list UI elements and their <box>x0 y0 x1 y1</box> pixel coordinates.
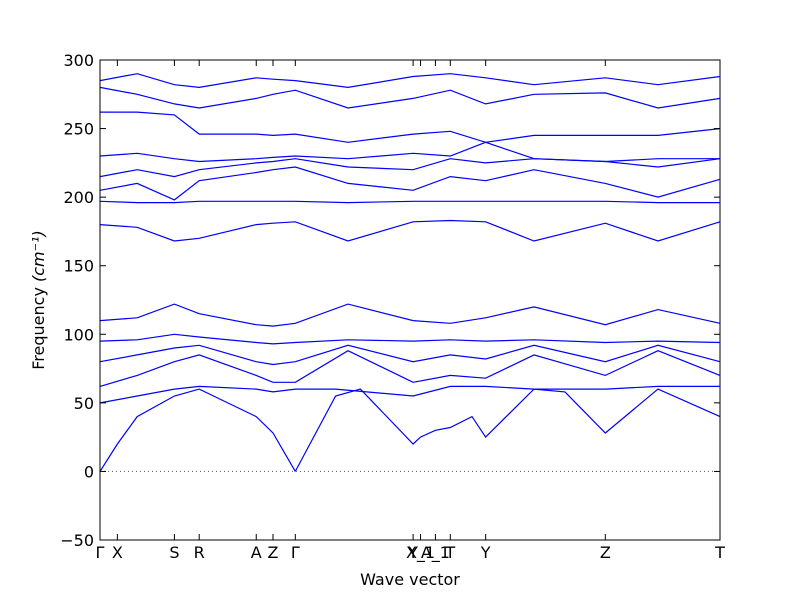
phonon-band-line <box>99 388 296 472</box>
phonon-band-line <box>99 200 720 204</box>
y-tick-label: 300 <box>63 51 94 70</box>
y-axis: −50 0 50 100 150 200 250 300 <box>60 51 720 550</box>
x-tick-label: A_1 <box>421 543 450 563</box>
phonon-band-line <box>100 111 721 143</box>
phonon-band-line <box>99 166 721 201</box>
plot-area <box>99 73 721 472</box>
x-tick-label: T <box>714 543 725 562</box>
y-tick-label: −50 <box>60 531 94 550</box>
x-tick-label: Γ <box>291 543 300 562</box>
y-tick-label: 100 <box>63 325 94 344</box>
x-tick-label: Z <box>267 543 278 562</box>
phonon-band-line <box>294 388 721 472</box>
x-tick-label: A <box>251 543 262 562</box>
phonon-band-line <box>99 333 721 345</box>
y-tick-label: 50 <box>74 394 94 413</box>
x-tick-label: X_1 <box>406 543 435 563</box>
x-axis-label: Wave vector <box>360 570 460 589</box>
phonon-band-line <box>99 303 721 327</box>
y-tick-label: 150 <box>63 257 94 276</box>
y-tick-label: 0 <box>84 462 94 481</box>
y-tick-label: 200 <box>63 188 94 207</box>
x-tick-label: Z <box>600 543 611 562</box>
phonon-band-line <box>99 344 721 366</box>
phonon-band-line <box>99 385 720 404</box>
x-axis: Γ X S R A Z Γ YX_1A_1T Y Z T <box>96 60 725 563</box>
x-tick-label: X <box>112 543 123 562</box>
phonon-band-line <box>99 73 721 89</box>
x-tick-label: Γ <box>96 543 105 562</box>
plot-frame <box>99 59 721 541</box>
y-axis-label: Frequency (cm⁻¹) <box>29 230 48 369</box>
phonon-band-line <box>99 86 721 109</box>
x-tick-label: S <box>169 543 179 562</box>
y-tick-label: 250 <box>63 120 94 139</box>
phonon-band-line <box>99 350 721 387</box>
phonon-band-line <box>99 141 720 163</box>
x-tick-label: R <box>194 543 205 562</box>
x-tick-label: Y <box>480 543 491 562</box>
x-tick-label: Y <box>407 543 418 562</box>
phonon-band-line <box>99 219 721 242</box>
x-tick-label: T <box>444 543 455 562</box>
